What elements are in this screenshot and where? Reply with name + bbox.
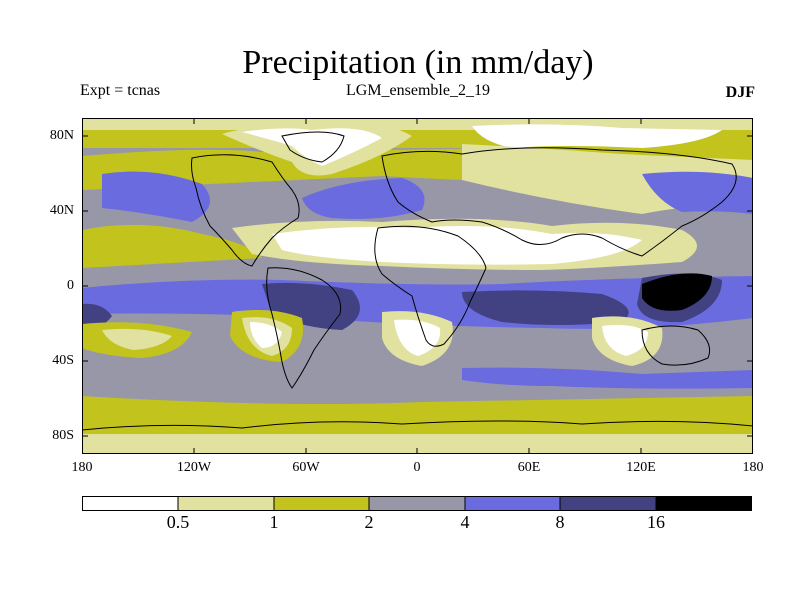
experiment-label: Expt = tcnas <box>80 82 161 99</box>
colorbar-segment-4 <box>465 496 560 511</box>
lat-label-40n: 40N <box>49 203 74 218</box>
lat-label-80n: 80N <box>49 128 74 143</box>
colorbar-label-16: 16 <box>647 512 665 532</box>
colorbar-segment-2 <box>274 496 369 511</box>
lat-label-0: 0 <box>67 278 74 293</box>
south-america-outline <box>266 267 342 389</box>
north-america-outline <box>191 154 300 267</box>
precipitation-map <box>82 118 753 454</box>
lon-label-180w: 180 <box>71 460 93 475</box>
colorbar-label-4: 4 <box>460 512 470 532</box>
colorbar-label-8: 8 <box>555 512 565 532</box>
eurasia-outline <box>381 147 737 257</box>
africa-outline <box>374 225 487 347</box>
precip-bands <box>82 118 753 454</box>
lon-label-0: 0 <box>413 460 421 475</box>
greenland-outline <box>281 131 345 163</box>
australia-outline <box>641 325 711 366</box>
tick-marks <box>82 118 753 454</box>
colorbar-label-1: 1 <box>269 512 279 532</box>
colorbar-segment-3 <box>369 496 465 511</box>
lat-label-80s: 80S <box>52 428 74 443</box>
antarctica-outline <box>82 420 753 431</box>
colorbar-label-2: 2 <box>364 512 374 532</box>
lon-label-180e: 180 <box>742 460 764 475</box>
lat-label-40s: 40S <box>52 353 74 368</box>
colorbar-segment-5 <box>560 496 656 511</box>
colorbar-segment-1 <box>178 496 274 511</box>
lon-label-60w: 60W <box>292 460 320 475</box>
coastlines <box>82 131 753 431</box>
map-title: Precipitation (in mm/day) <box>242 44 594 81</box>
lon-label-60e: 60E <box>517 460 541 475</box>
colorbar-segment-0 <box>82 496 178 511</box>
colorbar <box>82 496 752 511</box>
colorbar-segment-6 <box>656 496 752 511</box>
lon-label-120w: 120W <box>176 460 212 475</box>
colorbar-label-0-5: 0.5 <box>166 512 190 532</box>
lon-label-120e: 120E <box>626 460 656 475</box>
season-label: DJF <box>725 84 755 101</box>
ensemble-label: LGM_ensemble_2_19 <box>346 82 490 99</box>
